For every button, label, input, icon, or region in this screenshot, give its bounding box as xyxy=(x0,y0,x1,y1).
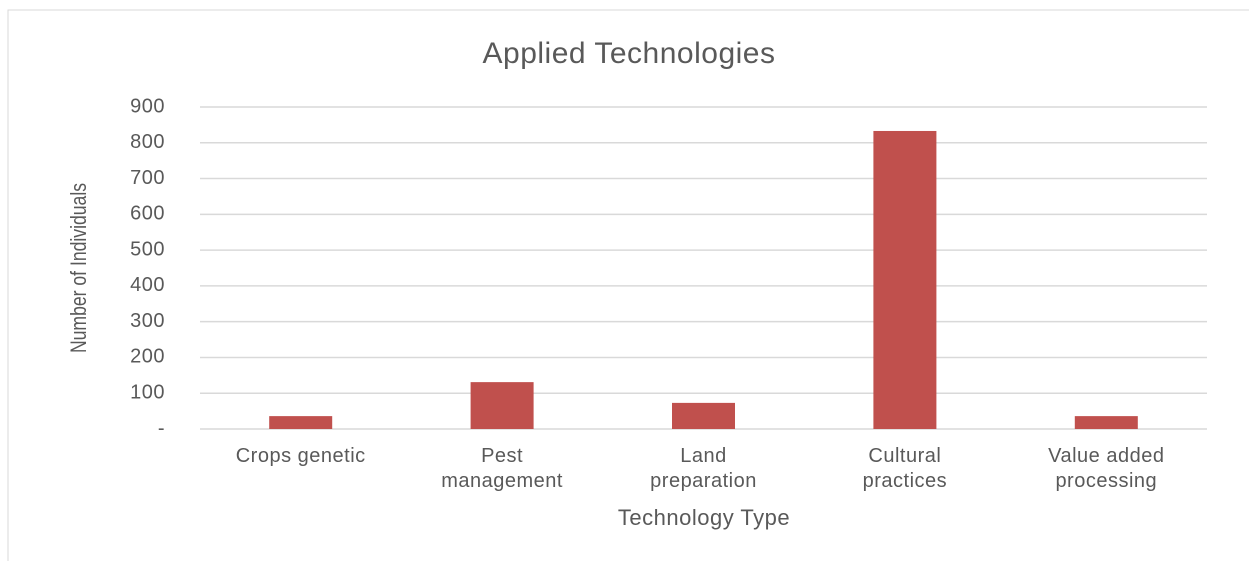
bar xyxy=(873,130,937,429)
bar xyxy=(470,382,534,429)
x-tick-label: Crops genetic xyxy=(235,445,366,467)
y-tick-label: 400 xyxy=(130,274,165,296)
chart-title: Applied Technologies xyxy=(483,37,776,70)
bar xyxy=(269,416,333,429)
y-tick-label: 700 xyxy=(130,167,165,189)
y-axis-title: Number of Individuals xyxy=(67,183,91,353)
x-tick-label: Land preparation xyxy=(650,445,757,492)
y-tick-label: 800 xyxy=(130,131,165,153)
bar xyxy=(672,402,735,429)
chart-frame xyxy=(7,9,1249,561)
y-tick-label: 500 xyxy=(130,238,165,260)
x-tick-label: Value added processing xyxy=(1048,445,1165,492)
x-tick-label: Cultural practices xyxy=(862,445,948,492)
y-tick-label: 200 xyxy=(130,346,165,368)
y-tick-label: 300 xyxy=(130,310,165,332)
y-tick-label: - xyxy=(158,417,165,439)
y-tick-label: 100 xyxy=(130,382,165,404)
x-axis-title: Technology Type xyxy=(618,505,790,530)
y-tick-label: 600 xyxy=(130,203,165,225)
y-tick-label: 900 xyxy=(130,95,165,117)
x-tick-label: Pest management xyxy=(441,445,563,492)
bar xyxy=(1074,416,1138,429)
